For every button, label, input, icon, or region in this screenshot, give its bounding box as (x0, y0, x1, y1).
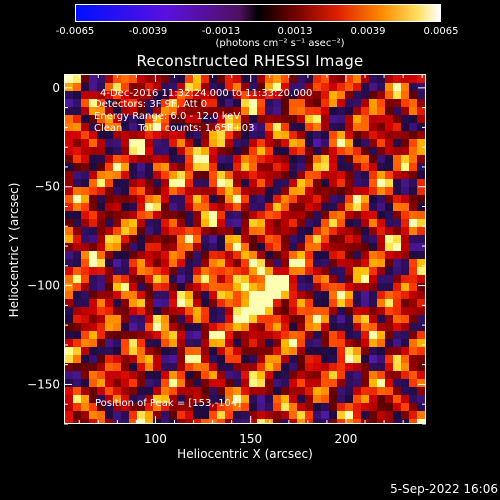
y-tick-label: −50 (35, 180, 60, 194)
colorbar-units: (photons cm⁻² s⁻¹ asec⁻²) (215, 38, 345, 49)
image-plot (64, 74, 426, 424)
y-tick-label: −150 (27, 377, 60, 391)
colorbar-tick: -0.0013 (201, 26, 241, 37)
y-tick-label: 0 (52, 81, 60, 95)
annotation-method: Clean Total counts: 1.65E+03 (94, 123, 255, 134)
annotation-peak: Position of Peak = [153,-104] (95, 398, 242, 409)
colorbar-tick: -0.0039 (128, 26, 168, 37)
x-tick-label: 100 (144, 432, 167, 446)
annotation-time: 4-Dec-2016 11:32:24.000 to 11:33:20.000 (100, 88, 313, 99)
annotation-energy: Energy Range: 6.0 - 12.0 keV (94, 111, 241, 122)
x-tick-label: 200 (335, 432, 358, 446)
colorbar (75, 4, 441, 22)
x-tick-label: 150 (239, 432, 262, 446)
y-axis-label: Heliocentric Y (arcsec) (7, 182, 21, 318)
colorbar-tick: 0.0065 (423, 26, 459, 37)
y-tick-label: −100 (27, 279, 60, 293)
chart-title: Reconstructed RHESSI Image (136, 52, 364, 70)
colorbar-tick: -0.0065 (55, 26, 95, 37)
timestamp: 5-Sep-2022 16:06 (390, 482, 498, 496)
colorbar-tick: 0.0013 (277, 26, 313, 37)
colorbar-tick: 0.0039 (350, 26, 386, 37)
heatmap-image (65, 75, 425, 423)
x-axis-label: Heliocentric X (arcsec) (177, 447, 313, 461)
annotation-detectors: Detectors: 3F 9F, Att 0 (94, 99, 208, 110)
